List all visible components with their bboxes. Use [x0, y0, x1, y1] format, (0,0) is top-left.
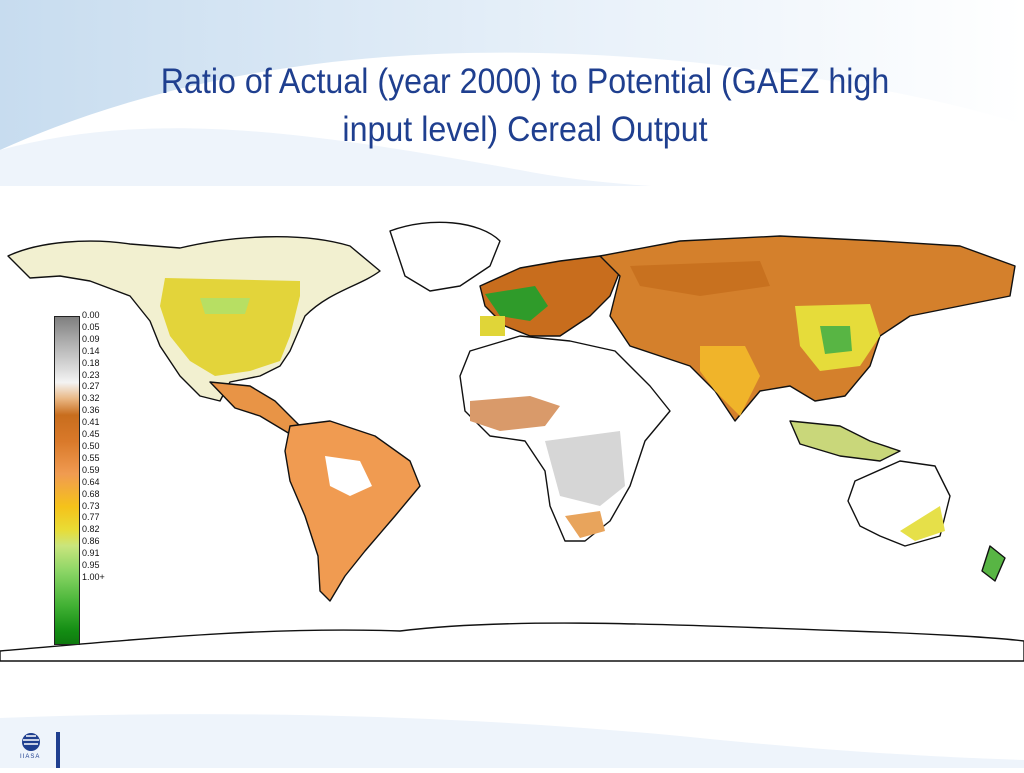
legend-labels: 0.00 0.05 0.09 0.14 0.18 0.23 0.27 0.32 … — [82, 310, 105, 584]
logo-text: IIASA — [20, 754, 41, 760]
legend-label: 0.91 — [82, 548, 100, 559]
legend-label: 0.82 — [82, 524, 100, 535]
legend-label: 0.73 — [82, 500, 100, 511]
legend-label: 0.41 — [82, 417, 100, 428]
legend-label: 0.68 — [82, 488, 100, 499]
legend-label: 0.59 — [82, 464, 100, 475]
legend-label: 0.36 — [82, 405, 100, 416]
legend-label: 0.32 — [82, 393, 100, 404]
legend-label: 0.95 — [82, 560, 100, 571]
color-legend: 0.00 0.05 0.09 0.14 0.18 0.23 0.27 0.32 … — [54, 310, 124, 652]
legend-label: 0.86 — [82, 536, 100, 547]
legend-label: 0.00 — [82, 310, 100, 320]
legend-label: 0.45 — [82, 429, 100, 440]
legend-label: 0.23 — [82, 369, 100, 380]
legend-color-bar — [54, 316, 80, 645]
title-line-1: Ratio of Actual (year 2000) to Potential… — [160, 62, 890, 101]
title-line-2: input level) Cereal Output — [342, 110, 708, 149]
iiasa-logo: IIASA — [18, 728, 82, 768]
greenland — [389, 221, 501, 292]
legend-label: 0.14 — [82, 345, 100, 356]
footer-swoosh — [0, 714, 1024, 768]
legend-label: 1.00+ — [82, 571, 105, 582]
globe-icon — [22, 732, 60, 768]
legend-label: 0.50 — [82, 440, 100, 451]
legend-label: 0.77 — [82, 512, 100, 523]
legend-label: 0.09 — [82, 333, 100, 344]
antarctica — [0, 622, 1024, 662]
legend-label: 0.27 — [82, 381, 100, 392]
world-map — [0, 186, 1024, 700]
legend-label: 0.55 — [82, 452, 100, 463]
legend-label: 0.05 — [82, 321, 100, 332]
legend-label: 0.64 — [82, 476, 100, 487]
legend-label: 0.18 — [82, 357, 100, 368]
page-title: Ratio of Actual (year 2000) to Potential… — [97, 58, 953, 154]
new-zealand — [981, 545, 1006, 582]
southeast-asia — [789, 420, 901, 462]
background-swoosh — [0, 0, 1024, 189]
south-america — [284, 420, 421, 602]
